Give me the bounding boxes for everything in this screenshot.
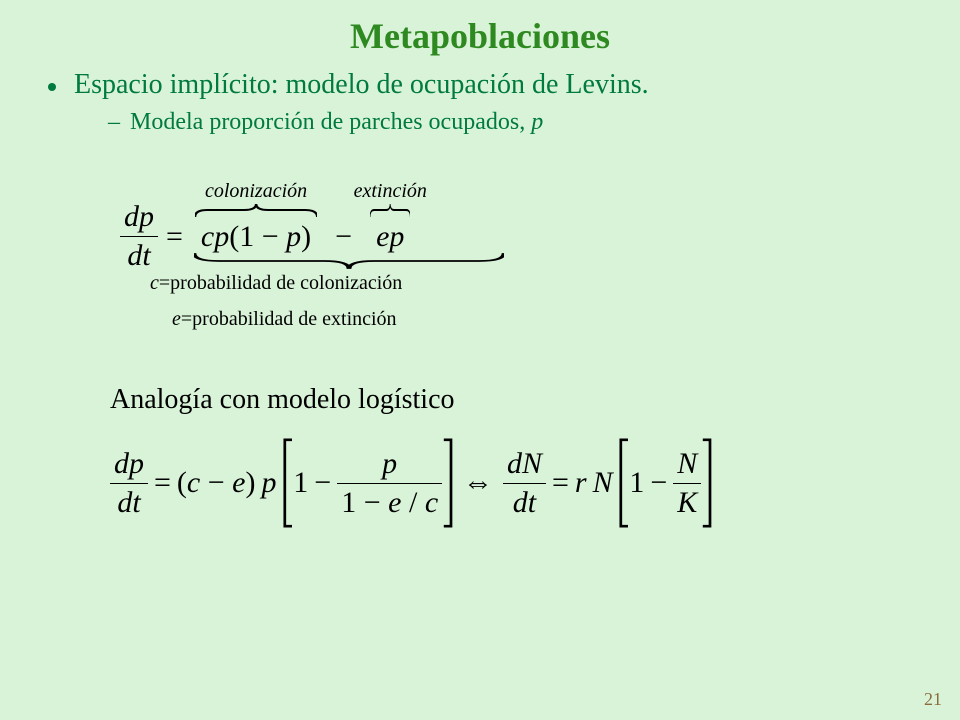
eq2-N: N <box>593 466 613 500</box>
eq2-ce: (c − e) <box>177 466 256 500</box>
iff-icon: ⇔ <box>463 466 493 500</box>
eq1-lhs-num: dp <box>120 200 158 234</box>
minus-in-paren: − <box>262 220 279 253</box>
eq2-one-b: 1 <box>629 466 644 500</box>
overbrace-icon <box>195 204 317 218</box>
extinction-label: extinción <box>354 180 427 203</box>
logistic-analogy-equation: dp dt = (c − e) p 1 − p 1 − e / c ⇔ dN d… <box>110 428 930 538</box>
bullet1-text: Espacio implícito: modelo de ocupación d… <box>74 69 649 101</box>
left-bracket-icon <box>619 438 630 528</box>
eq2-NK-fraction: N K <box>673 447 701 520</box>
right-bracket-icon <box>442 438 453 528</box>
eq1-equals: = <box>166 220 183 254</box>
e-var: e <box>172 308 181 330</box>
levins-equation: dp dt = colonización cp(1 − p) − extinci… <box>120 144 930 344</box>
eq1-lhs-den: dt <box>120 239 158 273</box>
eq2-eq1: = <box>154 466 171 500</box>
e-definition: e=probabilidad de extinción <box>172 308 397 331</box>
eq2-inner-fraction: p 1 − e / c <box>337 447 442 520</box>
eq2-lhs-num: dp <box>110 447 148 481</box>
bullet-level1: Espacio implícito: modelo de ocupación d… <box>30 69 930 101</box>
slide-title: Metapoblaciones <box>30 15 930 57</box>
eq2-minus-b: − <box>650 466 667 500</box>
eq2-rhs-num: dN <box>503 447 546 481</box>
eq2-minus-a: − <box>314 466 331 500</box>
dash-icon: – <box>108 109 120 135</box>
extinction-expr: ep <box>370 220 410 253</box>
eq2-one-a: 1 <box>293 466 308 500</box>
analogy-heading: Analogía con modelo logístico <box>110 384 930 416</box>
eq2-p: p <box>262 466 277 500</box>
bullet2-text: Modela proporción de parches ocupados, p <box>130 109 543 136</box>
eq2-rhs-den: dt <box>503 486 546 520</box>
colonization-expr: cp(1 − p) <box>195 220 317 253</box>
underbrace-icon <box>194 252 504 270</box>
eq2-lhs-den: dt <box>110 486 148 520</box>
eq2-eq2: = <box>552 466 569 500</box>
eq2-NK-num: N <box>673 447 701 481</box>
right-bracket-icon <box>701 438 712 528</box>
colonization-label: colonización <box>205 180 307 203</box>
c-text: =probabilidad de colonización <box>159 272 402 294</box>
eq2-frac-num: p <box>337 447 442 481</box>
extinction-term: extinción ep <box>370 220 410 254</box>
eq1-lhs-fraction: dp dt <box>120 200 158 273</box>
left-bracket-icon <box>283 438 294 528</box>
e-text: =probabilidad de extinción <box>181 308 397 330</box>
page-number: 21 <box>924 689 942 710</box>
eq2-NK-den: K <box>673 486 701 520</box>
eq2-rhs-fraction: dN dt <box>503 447 546 520</box>
eq2-r: r <box>575 466 587 500</box>
eq2-lhs-fraction: dp dt <box>110 447 148 520</box>
bullet2-var: p <box>531 109 543 135</box>
c-var: c <box>150 272 159 294</box>
colonization-term: colonización cp(1 − p) <box>195 220 317 254</box>
bullet-disc-icon <box>48 83 56 91</box>
bullet-level2: – Modela proporción de parches ocupados,… <box>30 109 930 136</box>
eq2-frac-den: 1 − e / c <box>337 486 442 520</box>
c-definition: c=probabilidad de colonización <box>150 272 402 295</box>
bullet2-prefix: Modela proporción de parches ocupados, <box>130 109 531 135</box>
eq1-minus: − <box>335 220 352 254</box>
overbrace-icon <box>370 204 410 218</box>
